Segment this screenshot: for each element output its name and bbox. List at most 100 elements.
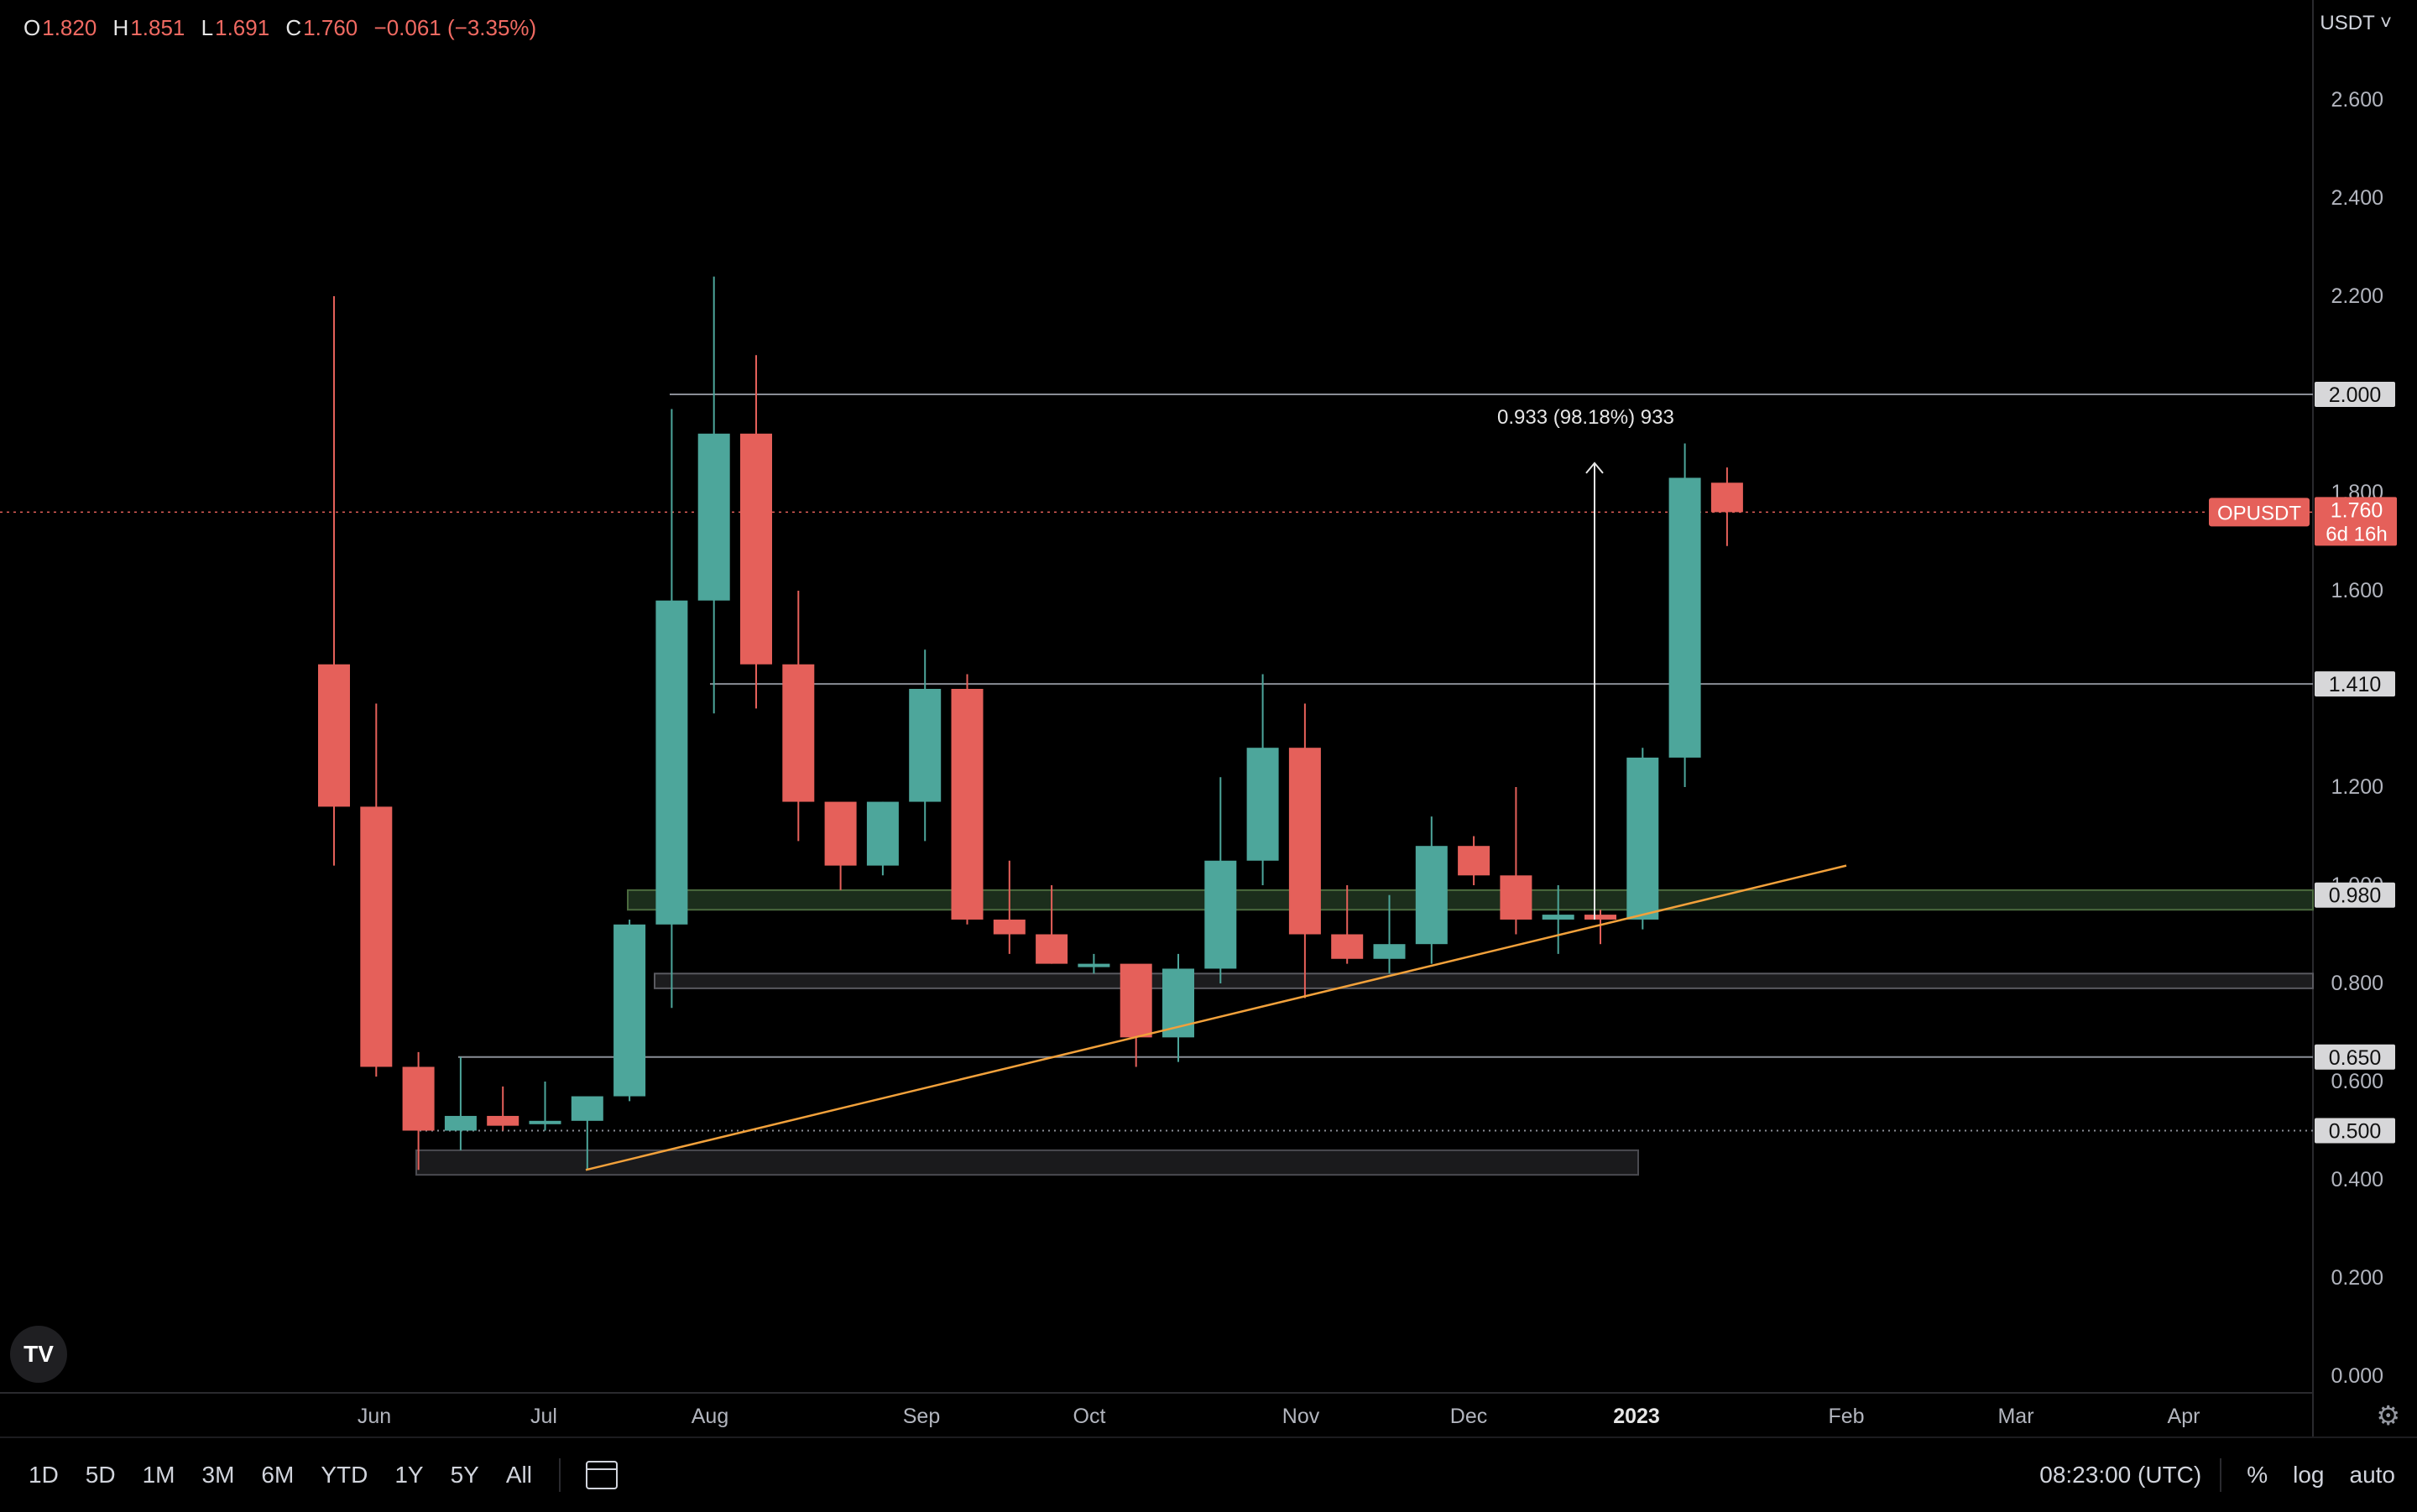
candle-body [824, 801, 857, 866]
toolbar-divider-right [2220, 1458, 2222, 1492]
range-button-5d[interactable]: 5D [85, 1462, 116, 1488]
candle-body [1288, 748, 1321, 935]
calendar-icon[interactable] [585, 1461, 618, 1489]
level-badge [2315, 382, 2395, 407]
x-tick-label: Aug [692, 1405, 728, 1428]
level-badge-label: 1.410 [2329, 673, 2382, 696]
utc-clock[interactable]: 08:23:00 (UTC) [2039, 1462, 2202, 1488]
level-badge [2315, 882, 2395, 908]
range-button-6m[interactable]: 6M [261, 1462, 295, 1488]
candle-body [1120, 963, 1152, 1038]
toolbar-right: 08:23:00 (UTC) % log auto [2039, 1438, 2395, 1512]
range-button-5y[interactable]: 5Y [450, 1462, 479, 1488]
x-tick-label: Feb [1828, 1405, 1864, 1428]
candle-body [1458, 846, 1490, 876]
x-tick-label: 2023 [1613, 1405, 1660, 1428]
range-button-1m[interactable]: 1M [142, 1462, 175, 1488]
candle-body [1415, 846, 1448, 945]
candle-body [909, 689, 942, 802]
candle-body [1373, 944, 1406, 959]
candle-body [571, 1096, 603, 1121]
y-tick-label: 1.200 [2331, 775, 2383, 799]
x-tick-label: Sep [903, 1405, 940, 1428]
current-price-value: 1.760 [2331, 498, 2383, 522]
low-value: 1.691 [215, 15, 270, 40]
range-button-all[interactable]: All [505, 1462, 532, 1488]
candle-body [782, 664, 815, 802]
bar-countdown: 6d 16h [2326, 523, 2387, 545]
candle-body [697, 433, 730, 601]
x-tick-label: Mar [1997, 1405, 2033, 1428]
ohlc-legend: O1.820 H1.851 L1.691 C1.760 −0.061 (−3.3… [23, 15, 546, 41]
toolbar-divider [558, 1458, 561, 1492]
overlays-layer: 0.933 (98.18%) 933 [585, 406, 1847, 1171]
candle-body [613, 924, 646, 1097]
low-label: L [201, 15, 214, 40]
range-button-1d[interactable]: 1D [29, 1462, 59, 1488]
candle-body [1500, 875, 1532, 920]
change-value: −0.061 (−3.35%) [373, 15, 537, 40]
candle-body [1626, 757, 1659, 920]
y-tick-label: 0.000 [2331, 1364, 2383, 1388]
log-toggle[interactable]: log [2293, 1462, 2325, 1488]
x-tick-label: Dec [1450, 1405, 1487, 1428]
candle-body [1078, 963, 1110, 967]
candle-body [993, 919, 1026, 935]
y-tick-label: 2.400 [2331, 186, 2383, 210]
candle-body [402, 1066, 435, 1131]
zones-layer [415, 889, 2314, 1176]
x-tick-label: Nov [1282, 1405, 1320, 1428]
symbol-tag [2209, 498, 2310, 527]
candles-layer [318, 276, 1743, 1170]
candle-body [360, 806, 393, 1067]
range-button-ytd[interactable]: YTD [321, 1462, 368, 1488]
y-tick-label: 0.200 [2331, 1266, 2383, 1290]
level-badge-label: 0.980 [2329, 884, 2382, 908]
candle-body [318, 664, 350, 807]
candle-body [1710, 482, 1743, 513]
level-badge [2315, 1118, 2395, 1144]
currency-selector[interactable]: USDT ˅ [2320, 12, 2392, 35]
candle-body [951, 689, 984, 920]
y-tick-label: 2.600 [2331, 88, 2383, 112]
x-axis[interactable]: Jun Jul Aug Sep Oct Nov Dec 2023 Feb Mar Apr [358, 1405, 2200, 1428]
candle-body [1668, 477, 1701, 758]
measure-label: 0.933 (98.18%) 933 [1497, 406, 1674, 429]
x-tick-label: Jun [358, 1405, 391, 1428]
candle-body [487, 1115, 519, 1126]
range-button-1y[interactable]: 1Y [394, 1462, 424, 1488]
candle-body [1542, 915, 1574, 920]
level-badge-label: 0.500 [2329, 1120, 2382, 1144]
low-zone-gray [415, 1149, 1639, 1176]
candle-body [740, 433, 772, 665]
measure-arrow-head [1585, 461, 1604, 474]
current-price-badge [2315, 497, 2397, 546]
candle-body [444, 1115, 477, 1131]
open-value: 1.820 [42, 15, 97, 40]
level-badge [2315, 671, 2395, 697]
candle-body [1204, 860, 1237, 969]
percent-toggle[interactable]: % [2247, 1462, 2268, 1488]
high-value: 1.851 [130, 15, 185, 40]
auto-toggle[interactable]: auto [2349, 1462, 2396, 1488]
trendline [585, 864, 1847, 1171]
y-axis[interactable]: 0.0000.2000.4000.6000.8001.0001.2001.400… [2209, 88, 2397, 1388]
y-tick-label: 0.800 [2331, 972, 2383, 995]
chevron-down-icon: ˅ [2374, 12, 2392, 34]
candle-body [866, 801, 899, 866]
levels-layer [0, 394, 2313, 1132]
y-tick-label: 2.200 [2331, 284, 2383, 308]
candle-body [1036, 934, 1068, 964]
high-label: H [112, 15, 129, 40]
y-tick-label: 0.400 [2331, 1168, 2383, 1191]
tradingview-logo-icon[interactable]: TV [10, 1326, 67, 1383]
support-zone-green [627, 889, 2314, 911]
gear-icon[interactable]: ⚙ [2376, 1400, 2400, 1431]
currency-label: USDT [2320, 12, 2375, 34]
y-tick-label: 0.600 [2331, 1070, 2383, 1093]
close-value: 1.760 [303, 15, 358, 40]
x-tick-label: Oct [1073, 1405, 1106, 1428]
range-button-3m[interactable]: 3M [201, 1462, 235, 1488]
candle-body [529, 1120, 561, 1124]
